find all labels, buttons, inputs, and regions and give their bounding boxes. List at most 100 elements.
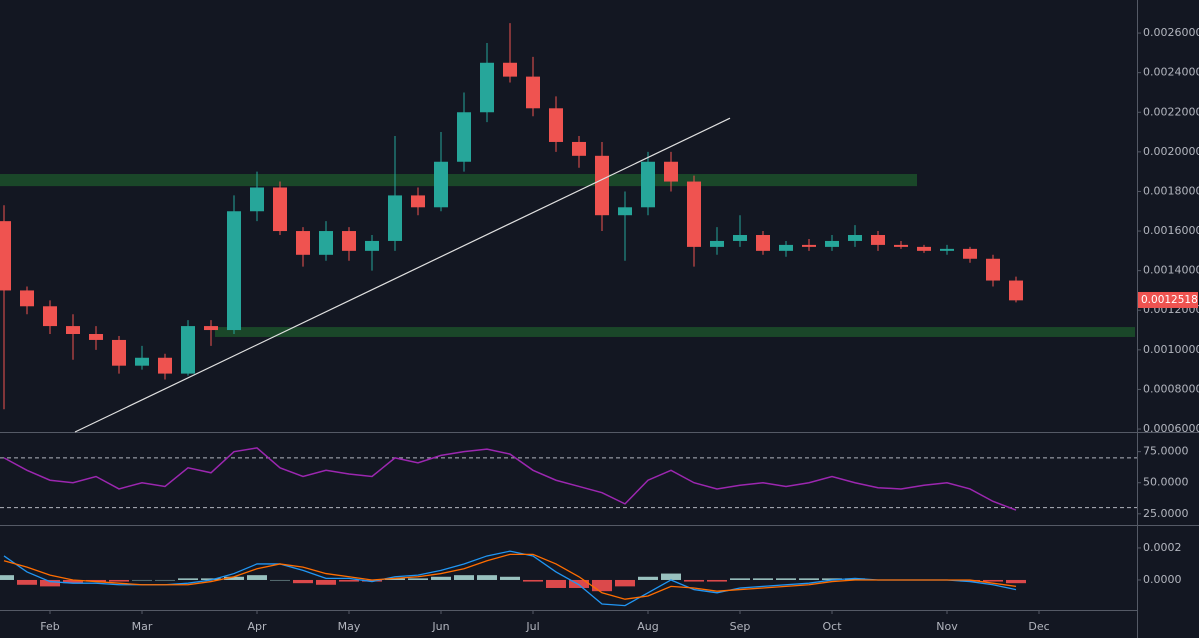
histogram-bar — [500, 576, 520, 580]
support-zone — [0, 174, 917, 187]
histogram-bar — [109, 579, 129, 582]
candle-body — [917, 246, 931, 251]
histogram-bar — [385, 578, 405, 580]
candle-body — [618, 207, 632, 216]
histogram-bar — [707, 579, 727, 582]
candle-body — [20, 290, 34, 307]
y-tick-label: 25.0000 — [1143, 507, 1189, 520]
trend-line — [74, 117, 731, 433]
candle-body — [135, 357, 149, 366]
candle-body — [779, 244, 793, 251]
candle-body — [227, 211, 241, 331]
histogram-bar — [224, 576, 244, 580]
histogram-bar — [293, 579, 313, 584]
histogram-bar — [983, 579, 1003, 582]
candle-body — [66, 326, 80, 334]
y-tick-label: 0.0008000 — [1143, 382, 1199, 395]
x-tick-label: Jun — [431, 620, 449, 633]
candle-body — [710, 240, 724, 247]
histogram-bar — [339, 579, 359, 582]
histogram-bar — [753, 578, 773, 580]
y-tick-label: 0.0020000 — [1143, 145, 1199, 158]
histogram-bar — [638, 576, 658, 580]
y-tick-label: 0.0026000 — [1143, 26, 1199, 39]
histogram-bar — [201, 578, 221, 580]
x-tick-label: Dec — [1028, 620, 1049, 633]
x-tick-label: Nov — [936, 620, 958, 633]
histogram-bar — [132, 579, 152, 581]
x-tick-label: Oct — [822, 620, 842, 633]
histogram-bar — [799, 578, 819, 580]
candle-body — [365, 240, 379, 251]
histogram-bar — [247, 575, 267, 580]
histogram-bar — [155, 579, 175, 581]
rsi-line — [3, 447, 1017, 511]
candle-body — [434, 161, 448, 208]
candle-body — [204, 326, 218, 331]
x-tick-label: May — [338, 620, 361, 633]
support-zone — [215, 327, 1135, 337]
histogram-bar — [845, 578, 865, 580]
histogram-bar — [546, 579, 566, 588]
candle-body — [273, 187, 287, 232]
candle-body — [733, 235, 747, 241]
y-tick-label: 0.0000 — [1143, 573, 1182, 586]
x-tick-label: Mar — [132, 620, 153, 633]
candle-body — [411, 195, 425, 208]
last-price-label: 0.0012518 — [1141, 294, 1198, 306]
histogram-bar — [63, 579, 83, 584]
candle-body — [894, 244, 908, 247]
histogram-bar — [17, 579, 37, 585]
candle-body — [1009, 280, 1023, 301]
x-tick-label: Sep — [730, 620, 751, 633]
candle-body — [503, 62, 517, 77]
candle-body — [940, 248, 954, 251]
y-tick-label: 0.0014000 — [1143, 264, 1199, 277]
candle-body — [158, 357, 172, 374]
candle-body — [549, 108, 563, 142]
histogram-bar — [684, 579, 704, 582]
candle-body — [250, 187, 264, 212]
histogram-bar — [40, 579, 60, 587]
histogram-bar — [523, 579, 543, 582]
candle-body — [963, 248, 977, 259]
histogram-bar — [454, 575, 474, 580]
candle-body — [388, 195, 402, 241]
candle-body — [572, 141, 586, 156]
histogram-bar — [0, 575, 14, 580]
histogram-bar — [362, 579, 382, 582]
candle-body — [641, 161, 655, 208]
histogram-bar — [316, 579, 336, 585]
y-tick-label: 0.0016000 — [1143, 224, 1199, 237]
candle-body — [986, 258, 1000, 281]
histogram-bar — [776, 578, 796, 580]
x-tick-label: Aug — [637, 620, 658, 633]
candle-body — [457, 112, 471, 162]
candle-body — [0, 221, 11, 291]
candle-body — [756, 235, 770, 251]
candle-body — [112, 339, 126, 366]
y-tick-label: 50.0000 — [1143, 476, 1189, 489]
candle-body — [687, 181, 701, 247]
candle-body — [319, 231, 333, 255]
candle-body — [802, 244, 816, 247]
x-tick-label: Feb — [40, 620, 59, 633]
candle-body — [526, 76, 540, 109]
candle-body — [181, 326, 195, 374]
histogram-bar — [431, 576, 451, 580]
y-tick-label: 0.0002 — [1143, 541, 1182, 554]
y-tick-label: 0.0022000 — [1143, 105, 1199, 118]
y-tick-label: 0.0024000 — [1143, 66, 1199, 79]
candle-body — [595, 155, 609, 216]
candle-body — [848, 235, 862, 241]
candle-body — [480, 62, 494, 113]
candle-body — [664, 161, 678, 182]
histogram-bar — [178, 578, 198, 580]
histogram-bar — [569, 579, 589, 588]
y-tick-label: 0.0010000 — [1143, 343, 1199, 356]
y-tick-label: 0.0018000 — [1143, 184, 1199, 197]
x-tick-label: Jul — [525, 620, 539, 633]
histogram-bar — [1006, 579, 1026, 584]
